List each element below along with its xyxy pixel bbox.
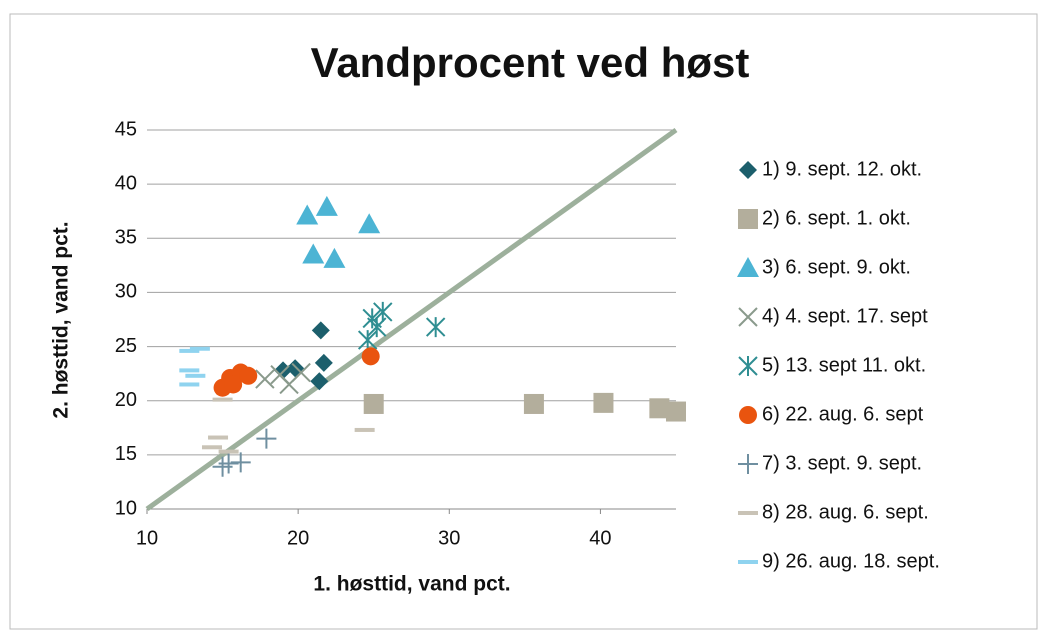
point: [179, 348, 200, 353]
legend-label: 2) 6. sept. 1. okt.: [762, 207, 911, 229]
y-tick-label: 20: [115, 389, 137, 411]
point: [224, 375, 243, 394]
point: [302, 243, 325, 264]
legend-label: 1) 9. sept. 12. okt.: [762, 158, 922, 180]
legend-label: 9) 26. aug. 18. sept.: [762, 550, 940, 572]
legend-label: 8) 28. aug. 6. sept.: [762, 501, 929, 523]
y-tick-label: 30: [115, 281, 137, 303]
point: [363, 393, 384, 414]
point: [649, 398, 670, 419]
point: [201, 445, 222, 450]
point: [315, 195, 338, 216]
legend-marker: [738, 454, 758, 474]
x-tick-label: 20: [287, 527, 309, 549]
legend-marker: [738, 209, 758, 229]
y-tick-label: 40: [115, 172, 137, 194]
point: [354, 427, 375, 432]
point: [425, 317, 446, 338]
point: [310, 372, 329, 391]
legend-marker: [738, 356, 758, 376]
y-tick-label: 10: [115, 497, 137, 519]
legend-marker: [737, 257, 759, 277]
chart-frame: [9, 13, 1038, 630]
legend-label: 7) 3. sept. 9. sept.: [762, 452, 922, 474]
x-tick-label: 10: [136, 527, 158, 549]
chart-title: Vandprocent ved høst: [311, 39, 750, 86]
point: [208, 435, 229, 440]
point: [239, 366, 258, 385]
point: [179, 382, 200, 387]
y-tick-label: 25: [115, 335, 137, 357]
point: [361, 347, 380, 366]
legend-marker: [738, 307, 758, 327]
reference-line: [145, 127, 678, 512]
legend-label: 5) 13. sept 11. okt.: [762, 354, 926, 376]
point: [218, 449, 239, 454]
point: [296, 204, 319, 225]
point: [314, 353, 333, 372]
point: [311, 321, 330, 340]
y-axis-label: 2. høsttid, vand pct.: [50, 221, 73, 418]
x-axis-label: 1. høsttid, vand pct.: [313, 573, 510, 596]
legend-label: 6) 22. aug. 6. sept: [762, 403, 924, 425]
legend-marker: [738, 511, 758, 515]
x-tick-label: 30: [438, 527, 460, 549]
point: [189, 346, 210, 351]
point: [179, 368, 200, 373]
point: [323, 247, 346, 268]
x-tick-label: 40: [589, 527, 611, 549]
point: [593, 392, 614, 413]
point: [218, 453, 239, 474]
point: [523, 393, 544, 414]
y-tick-label: 15: [115, 443, 137, 465]
point: [185, 373, 206, 378]
point: [666, 401, 686, 422]
legend-marker: [738, 560, 758, 564]
point: [358, 213, 381, 234]
legend-label: 4) 4. sept. 17. sept: [762, 305, 928, 327]
point: [291, 362, 311, 383]
point: [357, 330, 378, 351]
point: [230, 452, 251, 473]
y-tick-label: 45: [115, 118, 137, 140]
legend-marker: [739, 161, 757, 179]
point: [255, 369, 275, 389]
legend-label: 3) 6. sept. 9. okt.: [762, 256, 911, 278]
point: [373, 301, 393, 322]
point: [212, 397, 233, 402]
legend-marker: [739, 406, 757, 424]
point: [256, 428, 277, 449]
y-tick-label: 35: [115, 227, 137, 249]
